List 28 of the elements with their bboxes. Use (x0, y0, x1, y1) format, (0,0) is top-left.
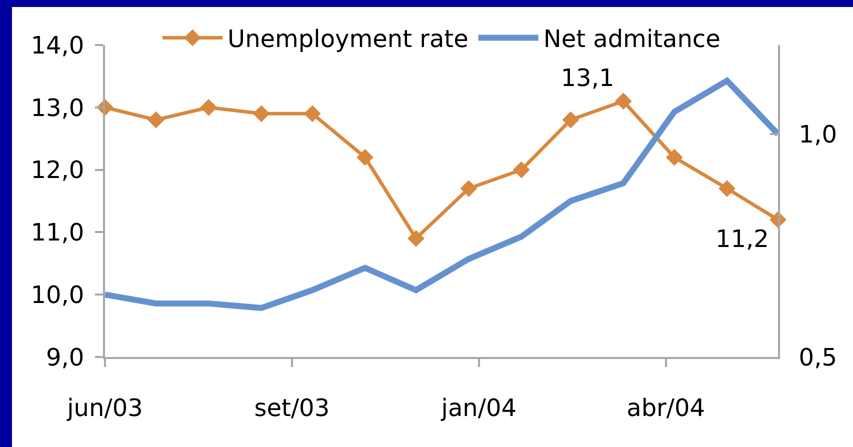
y-tick-label: 10,0 (30, 281, 84, 309)
y2-tick-label: 1,0 (798, 120, 837, 149)
point (614, 92, 632, 110)
point (408, 230, 424, 247)
legend-label: Net admitance (543, 25, 720, 54)
data-label: 13,1 (560, 64, 614, 92)
x-tick-label: jun/03 (66, 394, 143, 422)
x-tick-label: jan/04 (440, 394, 516, 422)
point (562, 111, 580, 128)
point (200, 98, 218, 116)
point (460, 180, 478, 197)
point (666, 148, 683, 166)
point (718, 180, 736, 197)
y2-tick-label: 0,5 (798, 343, 837, 372)
y-tick-label: 14,0 (30, 31, 84, 60)
point (148, 111, 164, 128)
point (512, 161, 530, 178)
y-tick-label: 11,0 (30, 218, 84, 247)
legend-label: Unemployment rate (228, 25, 468, 54)
point (252, 105, 270, 122)
point (356, 148, 374, 166)
x-tick-label: abr/04 (626, 394, 706, 422)
point (304, 105, 321, 122)
y-tick-label: 13,0 (30, 94, 84, 122)
data-label: 11,2 (715, 224, 769, 253)
y-tick-label: 9,0 (46, 343, 84, 372)
y-tick-label: 12,0 (30, 156, 84, 184)
x-tick-label: set/03 (254, 394, 330, 422)
